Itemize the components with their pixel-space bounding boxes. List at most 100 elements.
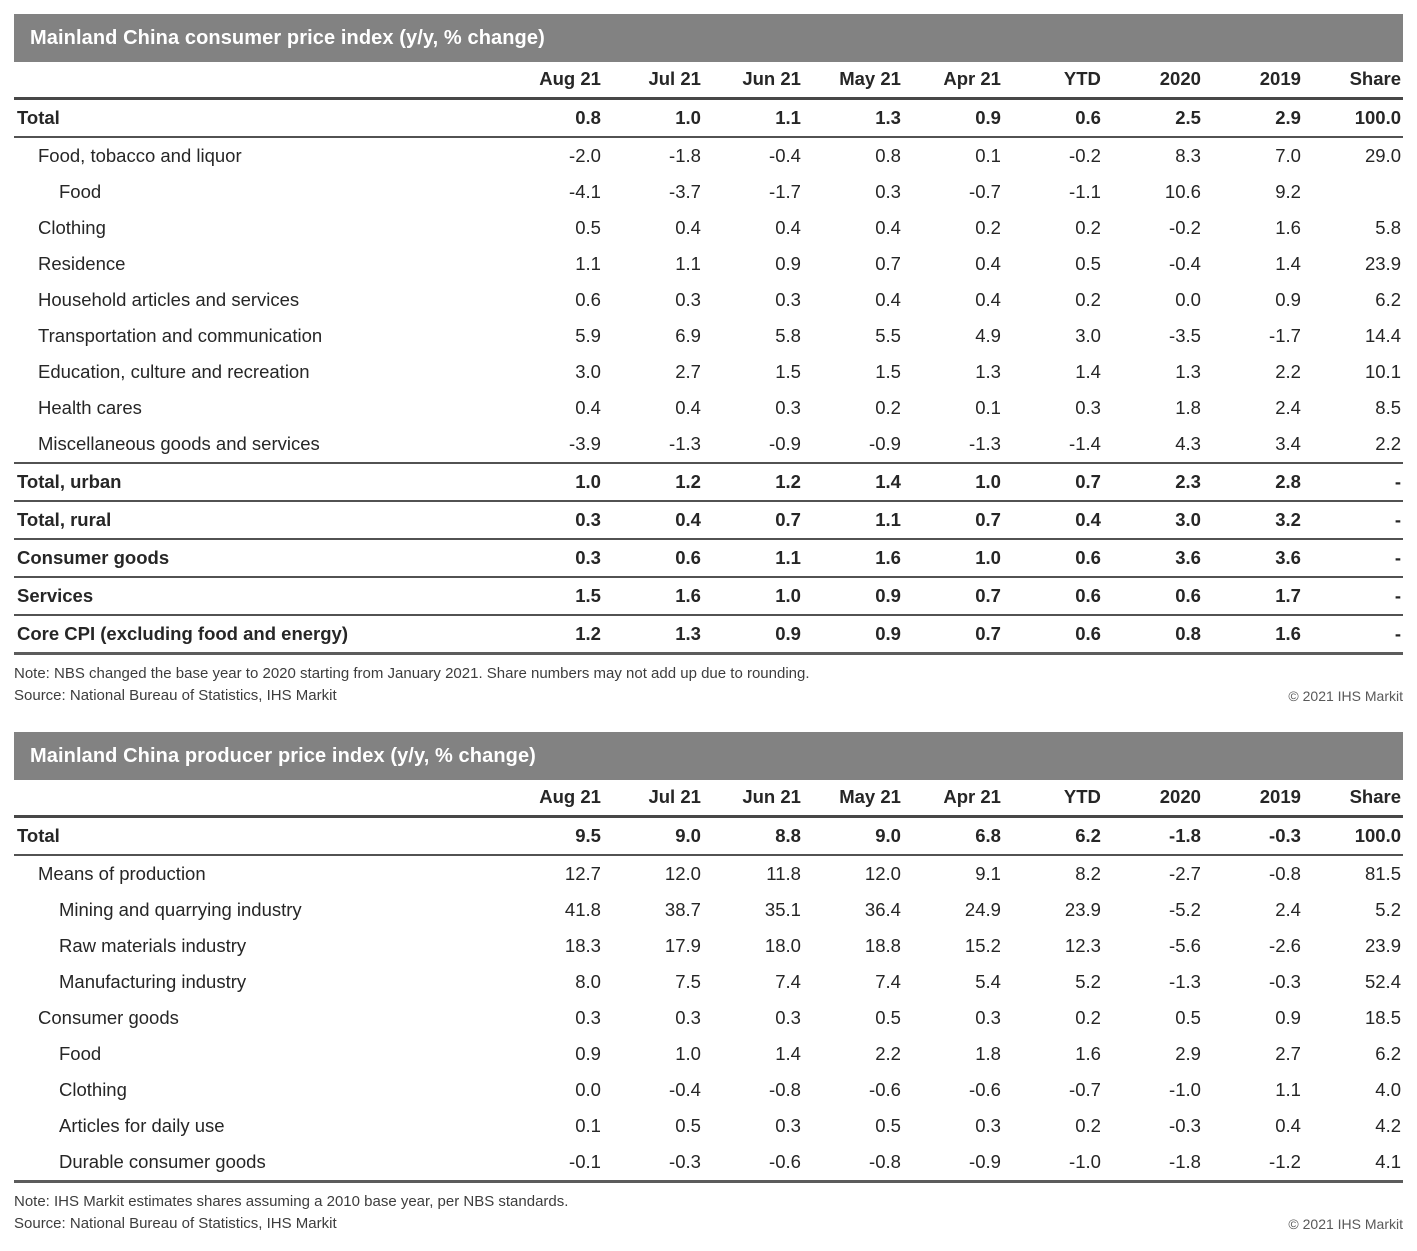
cell-value: 12.7 xyxy=(564,863,601,884)
cell-value: 1.6 xyxy=(602,577,703,616)
cell-value: 6.2 xyxy=(1375,1043,1401,1064)
row-label: Food xyxy=(59,181,102,202)
cell-value: 0.9 xyxy=(802,615,903,655)
column-header: Jul 21 xyxy=(602,62,703,100)
ppi-table-block: Mainland China producer price index (y/y… xyxy=(14,732,1403,1232)
cell-value: 0.9 xyxy=(802,577,903,616)
cell-value: 1.6 xyxy=(802,539,903,578)
cell-value: 0.9 xyxy=(902,98,1003,138)
cell-value: 0.3 xyxy=(975,1007,1001,1028)
cell-value: 18.8 xyxy=(864,935,901,956)
cell-value: 4.1 xyxy=(1302,1144,1403,1183)
cell-value: 0.8 xyxy=(502,98,603,138)
cell-value: 1.3 xyxy=(975,361,1001,382)
cell-value: 1.6 xyxy=(1202,615,1303,655)
cell-value: 5.2 xyxy=(1375,899,1401,920)
cell-value: 1.5 xyxy=(775,361,801,382)
cell-value: 0.3 xyxy=(975,1115,1001,1136)
cell-value: 0.3 xyxy=(575,1007,601,1028)
row-label: Food xyxy=(59,1043,102,1064)
cell-value: 0.4 xyxy=(675,397,701,418)
cell-value: -1.8 xyxy=(1102,816,1203,856)
cell-value: 0.4 xyxy=(975,289,1001,310)
cell-value: -2.0 xyxy=(569,145,601,166)
cell-value: 0.7 xyxy=(902,577,1003,616)
cell-value: 12.0 xyxy=(664,863,701,884)
cell-value: 1.2 xyxy=(602,463,703,502)
cell-value: 0.3 xyxy=(775,1115,801,1136)
cell-value: -3.5 xyxy=(1169,325,1201,346)
cell-value: 1.4 xyxy=(775,1043,801,1064)
cell-value: 1.4 xyxy=(1075,361,1101,382)
cell-value: 0.3 xyxy=(675,1007,701,1028)
cell-value: -0.8 xyxy=(1269,863,1301,884)
column-header: YTD xyxy=(1002,62,1103,100)
row-label: Food, tobacco and liquor xyxy=(38,145,242,166)
cell-value: -0.1 xyxy=(502,1144,603,1183)
ppi-table: Aug 21 Jul 21 Jun 21 May 21 Apr 21 YTD 2020 201… xyxy=(14,780,1403,1183)
table-row: Education, culture and recreation 3.0 2.7 1… xyxy=(14,354,1403,390)
cpi-table: Aug 21 Jul 21 Jun 21 May 21 Apr 21 YTD 2020 201… xyxy=(14,62,1403,655)
cell-value: 1.1 xyxy=(1275,1079,1301,1100)
cell-value: 0.1 xyxy=(975,145,1001,166)
cell-value: 0.6 xyxy=(575,289,601,310)
cell-value: -0.6 xyxy=(702,1144,803,1183)
cell-value: 2.8 xyxy=(1202,463,1303,502)
row-label: Services xyxy=(14,577,503,616)
table-row: Articles for daily use 0.1 0.5 0.3 0.5 0.3 0.2… xyxy=(14,1108,1403,1144)
ppi-source-line: Source: National Bureau of Statistics, I… xyxy=(14,1215,1403,1232)
table-row: Raw materials industry 18.3 17.9 18.0 18.8 15… xyxy=(14,928,1403,964)
cell-value: 0.6 xyxy=(1002,539,1103,578)
cell-value: 3.2 xyxy=(1202,501,1303,540)
cpi-source-line: Source: National Bureau of Statistics, I… xyxy=(14,687,1403,704)
cell-value: -0.3 xyxy=(602,1144,703,1183)
cell-value: 100.0 xyxy=(1302,816,1403,856)
cell-value: 2.3 xyxy=(1102,463,1203,502)
row-label: Manufacturing industry xyxy=(59,971,247,992)
row-label: Total xyxy=(14,98,503,138)
cell-value: 23.9 xyxy=(1364,253,1401,274)
cell-value: 1.0 xyxy=(675,1043,701,1064)
cell-value: 4.2 xyxy=(1375,1115,1401,1136)
cell-value: -0.7 xyxy=(1069,1079,1101,1100)
cell-value: 3.0 xyxy=(1075,325,1101,346)
cell-value: 9.0 xyxy=(802,816,903,856)
cell-value: 2.4 xyxy=(1275,397,1301,418)
cell-value: 0.7 xyxy=(702,501,803,540)
cell-value: 23.9 xyxy=(1364,935,1401,956)
table-row: Transportation and communication 5.9 6.9 5.… xyxy=(14,318,1403,354)
cell-value: -4.1 xyxy=(569,181,601,202)
cell-value: 9.5 xyxy=(502,816,603,856)
cpi-table-block: Mainland China consumer price index (y/y… xyxy=(14,14,1403,704)
cell-value: 1.2 xyxy=(702,463,803,502)
table-row: Health cares 0.4 0.4 0.3 0.2 0.1 0.3 1.8 2.4 8.5 xyxy=(14,390,1403,426)
cell-value: 1.3 xyxy=(602,615,703,655)
cell-value: 2.4 xyxy=(1275,899,1301,920)
ppi-header-row: Aug 21 Jul 21 Jun 21 May 21 Apr 21 YTD 2020 201… xyxy=(14,780,1403,818)
cell-value: 14.4 xyxy=(1364,325,1401,346)
cell-value: 10.1 xyxy=(1364,361,1401,382)
cell-value: 0.2 xyxy=(1075,217,1101,238)
cell-value: -1.7 xyxy=(1269,325,1301,346)
cell-value: 1.3 xyxy=(802,98,903,138)
cell-value: 0.3 xyxy=(502,501,603,540)
cell-value: 41.8 xyxy=(564,899,601,920)
cell-value: 0.4 xyxy=(1275,1115,1301,1136)
cpi-copyright: © 2021 IHS Markit xyxy=(1288,688,1403,704)
cell-value: 5.2 xyxy=(1075,971,1101,992)
table-row: Household articles and services 0.6 0.3 0.3… xyxy=(14,282,1403,318)
cell-value: 0.9 xyxy=(1275,289,1301,310)
cell-value: -0.3 xyxy=(1269,971,1301,992)
cell-value: 36.4 xyxy=(864,899,901,920)
cell-value: 23.9 xyxy=(1064,899,1101,920)
table-row: Food -4.1 -3.7 -1.7 0.3 -0.7 -1.1 10.6 9.2 xyxy=(14,174,1403,210)
cell-value: 1.0 xyxy=(502,463,603,502)
cell-value: -5.6 xyxy=(1169,935,1201,956)
cell-value: 3.4 xyxy=(1202,426,1303,464)
cell-value: 0.3 xyxy=(775,397,801,418)
cell-value: 1.1 xyxy=(575,253,601,274)
cell-value: - xyxy=(1302,577,1403,616)
cell-value: 1.0 xyxy=(902,463,1003,502)
cell-value: 0.0 xyxy=(575,1079,601,1100)
cell-value: 0.9 xyxy=(775,253,801,274)
